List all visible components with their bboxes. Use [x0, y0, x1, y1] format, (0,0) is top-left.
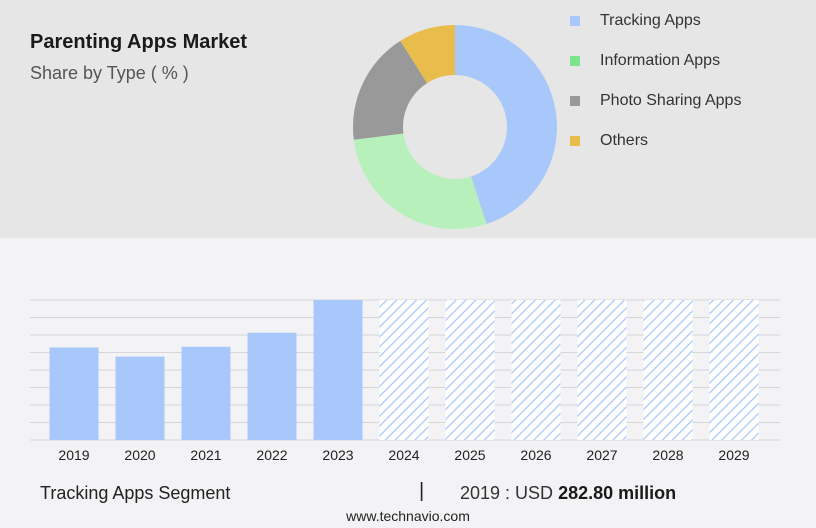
legend-swatch	[570, 56, 580, 66]
legend-item-tracking-apps: Tracking Apps	[570, 12, 701, 30]
legend-item-photo-sharing-apps: Photo Sharing Apps	[570, 92, 741, 110]
x-tick-label-2026: 2026	[520, 447, 551, 463]
legend-swatch	[570, 96, 580, 106]
x-tick-label-2029: 2029	[718, 447, 749, 463]
footer-value: 2019 : USD 282.80 million	[460, 483, 676, 504]
chart-title: Parenting Apps Market	[30, 31, 248, 53]
bar-2022	[247, 332, 297, 440]
bar-chart: 2019 2020 2021 2022 2023 2024 2025 2026 2027 2028…	[30, 299, 780, 463]
forecast-bar-2027	[577, 300, 627, 440]
footer-value-amount: 282.80 million	[558, 483, 677, 503]
bar-2021	[181, 346, 231, 440]
x-tick-label-2022: 2022	[256, 447, 287, 463]
legend-item-information-apps: Information Apps	[570, 52, 720, 70]
forecast-bar-2024	[379, 300, 429, 440]
x-tick-label-2024: 2024	[388, 447, 419, 463]
legend-label: Information Apps	[600, 52, 721, 69]
footer-divider: |	[419, 480, 425, 502]
chart-subtitle: Share by Type ( % )	[30, 63, 189, 83]
footer-segment-label: Tracking Apps Segment	[40, 483, 231, 503]
forecast-bar-2029	[709, 300, 759, 440]
x-tick-label-2025: 2025	[454, 447, 485, 463]
footer-source: www.technavio.com	[346, 508, 470, 524]
legend-swatch	[570, 16, 580, 26]
legend-item-others: Others	[570, 132, 648, 150]
forecast-bar-2025	[445, 300, 495, 440]
bar-2019	[49, 347, 99, 440]
donut-chart	[353, 25, 558, 230]
footer-value-prefix: 2019 : USD	[460, 483, 554, 503]
legend-label: Others	[600, 132, 649, 149]
donut-slice-photo-sharing-apps	[353, 40, 428, 140]
legend-label: Photo Sharing Apps	[600, 92, 742, 109]
bar-2020	[115, 356, 165, 440]
bar-2023	[313, 300, 363, 440]
forecast-bar-2026	[511, 300, 561, 440]
legend-label: Tracking Apps	[600, 12, 701, 29]
x-tick-label-2027: 2027	[586, 447, 617, 463]
donut-slice-tracking-apps	[455, 25, 558, 225]
forecast-bar-2028	[643, 300, 693, 440]
donut-slice-others	[400, 25, 455, 84]
legend-swatch	[570, 136, 580, 146]
donut-slice-information-apps	[353, 133, 487, 230]
x-tick-label-2028: 2028	[652, 447, 683, 463]
x-tick-label-2019: 2019	[58, 447, 89, 463]
x-tick-label-2020: 2020	[124, 447, 155, 463]
x-tick-label-2023: 2023	[322, 447, 353, 463]
x-tick-label-2021: 2021	[190, 447, 221, 463]
